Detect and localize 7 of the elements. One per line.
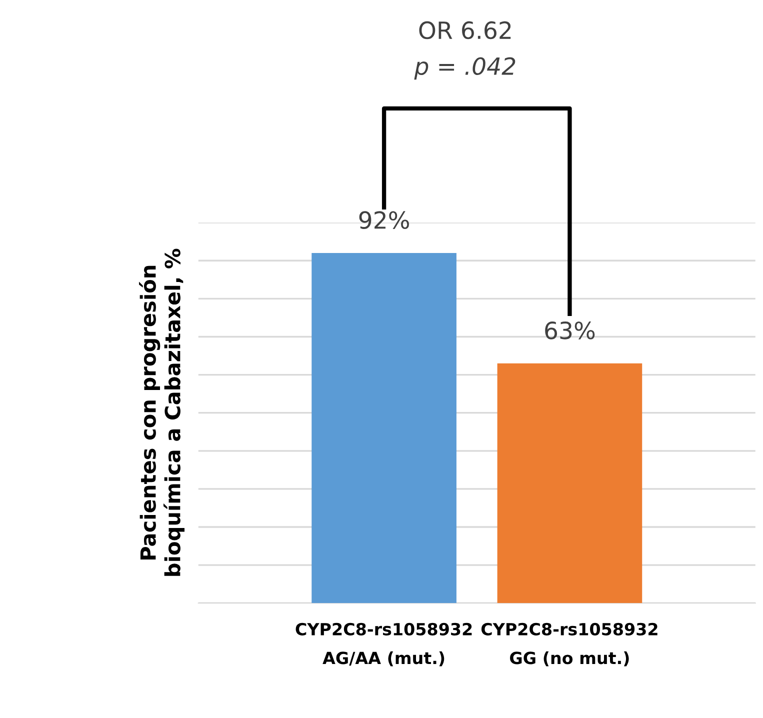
text: p = .042 xyxy=(414,57,516,80)
data-label: 92% xyxy=(359,211,409,230)
x-tick-label: CYP2C8-rs1058932 AG/AA (mut.) xyxy=(296,622,472,666)
text: OR 6.62 xyxy=(419,21,511,40)
x-tick-label: CYP2C8-rs1058932 GG (no mut.) xyxy=(481,622,658,666)
y-axis-title: Pacientes con progresión bioquímica a Cabazitaxel, % xyxy=(139,248,184,576)
data-label: 63% xyxy=(545,322,595,340)
